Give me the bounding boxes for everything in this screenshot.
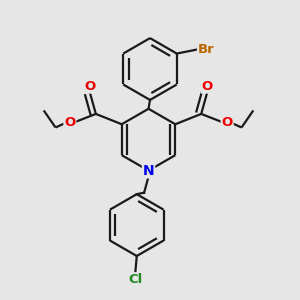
Text: Br: Br	[198, 43, 214, 56]
Text: O: O	[202, 80, 213, 93]
Text: O: O	[64, 116, 76, 129]
Text: O: O	[221, 116, 233, 129]
Text: Cl: Cl	[128, 273, 142, 286]
Text: N: N	[143, 164, 154, 178]
Text: O: O	[84, 80, 96, 93]
